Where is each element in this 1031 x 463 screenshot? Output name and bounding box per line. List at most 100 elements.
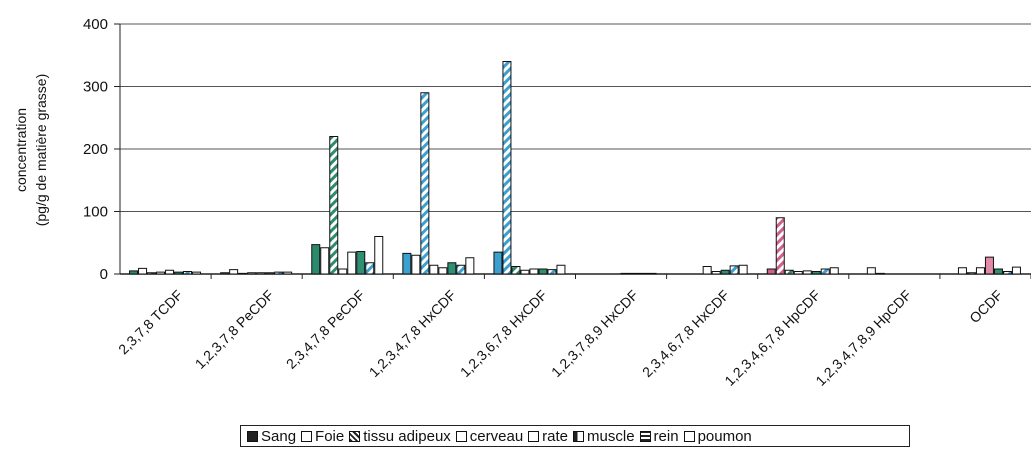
bar-poumon-4 bbox=[465, 257, 475, 275]
bar-poumon-10 bbox=[1011, 266, 1021, 275]
bar-rate-7 bbox=[711, 271, 721, 275]
bar-rate-2 bbox=[256, 272, 266, 275]
bar-cerveau-5 bbox=[520, 269, 530, 275]
y-tick-label: 300 bbox=[83, 79, 108, 96]
bar-tissu-adipeux-9 bbox=[875, 272, 885, 275]
x-tick-label: 1,2,3,4,6,7,8 HpCDF bbox=[721, 287, 823, 389]
bar-muscle-1 bbox=[174, 271, 184, 275]
x-tick-label: OCDF bbox=[966, 287, 1005, 326]
legend-item: cerveau bbox=[455, 427, 524, 445]
bar-poumon-7 bbox=[738, 264, 748, 275]
legend-swatch bbox=[455, 430, 467, 442]
legend-item: Sang bbox=[247, 428, 296, 445]
bar-Sang-1 bbox=[129, 270, 139, 275]
bar-poumon-5 bbox=[556, 264, 566, 275]
bar-rein-10 bbox=[1002, 271, 1012, 275]
bar-Foie-8 bbox=[775, 217, 785, 275]
bar-muscle-5 bbox=[538, 268, 548, 275]
legend-label: tissu adipeux bbox=[363, 427, 451, 445]
legend-label: Foie bbox=[315, 427, 345, 445]
bar-muscle-8 bbox=[811, 271, 821, 275]
bar-rate-5 bbox=[529, 268, 539, 275]
x-tick-label: 1,2,3,4,7,8,9 HpCDF bbox=[812, 287, 914, 389]
legend-item: poumon bbox=[683, 427, 752, 445]
y-tick-label: 100 bbox=[83, 204, 108, 221]
bar-poumon-8 bbox=[829, 267, 839, 275]
bar-rate-1 bbox=[165, 269, 175, 275]
legend-swatch bbox=[683, 430, 695, 442]
bar-rate-4 bbox=[438, 267, 448, 275]
bar-muscle-3 bbox=[356, 251, 366, 275]
legend-item: rate bbox=[528, 428, 568, 445]
bar-cerveau-10 bbox=[975, 267, 985, 275]
y-tick-label: 200 bbox=[83, 141, 108, 158]
legend-label: rein bbox=[653, 427, 679, 445]
bar-Foie-10 bbox=[957, 267, 967, 275]
legend-swatch bbox=[301, 430, 313, 442]
y-axis-label: (pg/g de matière grasse) bbox=[33, 74, 49, 227]
bar-Foie-4 bbox=[411, 254, 421, 275]
bar-rein-4 bbox=[456, 264, 466, 275]
legend-item: rein bbox=[639, 427, 679, 445]
bar-rein-6 bbox=[638, 272, 648, 275]
bar-rein-1 bbox=[183, 271, 193, 275]
gridlines bbox=[120, 23, 1031, 275]
y-tick-label: 0 bbox=[100, 266, 108, 283]
legend-label: muscle bbox=[587, 427, 635, 445]
bar-cerveau-4 bbox=[429, 264, 439, 275]
y-tick-label: 400 bbox=[83, 16, 108, 33]
bar-rate-10 bbox=[984, 256, 994, 275]
bar-cerveau-8 bbox=[793, 271, 803, 275]
legend-label: rate bbox=[542, 427, 569, 445]
axes bbox=[114, 23, 1031, 279]
legend-swatch bbox=[639, 430, 651, 442]
bar-Sang-3 bbox=[311, 244, 321, 275]
bar-Sang-4 bbox=[402, 252, 412, 275]
x-tick-label: 1,2,3,6,7,8 HxCDF bbox=[457, 287, 550, 380]
bar-rate-8 bbox=[802, 270, 812, 275]
bar-muscle-7 bbox=[720, 269, 730, 275]
bar-Foie-3 bbox=[320, 247, 330, 275]
bar-rein-5 bbox=[547, 269, 557, 275]
legend-swatch bbox=[247, 430, 258, 442]
bar-Foie-9 bbox=[866, 267, 876, 275]
bar-muscle-2 bbox=[265, 272, 275, 275]
bar-tissu-adipeux-2 bbox=[238, 272, 248, 275]
bar-Foie-1 bbox=[138, 267, 148, 275]
bar-muscle-4 bbox=[447, 262, 457, 275]
bar-rein-7 bbox=[729, 265, 739, 275]
bar-Sang-8 bbox=[766, 268, 776, 275]
legend-swatch bbox=[528, 430, 540, 442]
bar-poumon-6 bbox=[647, 272, 657, 275]
bar-poumon-3 bbox=[374, 236, 384, 275]
bar-Foie-5 bbox=[502, 61, 512, 275]
bar-tissu-adipeux-1 bbox=[147, 272, 157, 275]
bar-poumon-2 bbox=[283, 271, 293, 275]
bar-tissu-adipeux-10 bbox=[966, 272, 976, 275]
x-tick-label: 1,2,3,7,8 PeCDF bbox=[192, 287, 277, 372]
bar-Foie-2 bbox=[229, 269, 239, 275]
legend-item: muscle bbox=[573, 428, 635, 445]
bar-cerveau-2 bbox=[247, 272, 257, 275]
legend-swatch bbox=[573, 430, 585, 442]
bar-tissu-adipeux-5 bbox=[511, 266, 521, 275]
bar-muscle-10 bbox=[993, 268, 1003, 275]
legend-label: poumon bbox=[697, 427, 752, 445]
y-axis-label: concentration bbox=[13, 108, 29, 192]
bar-muscle-6 bbox=[629, 272, 639, 275]
bar-poumon-1 bbox=[192, 271, 202, 275]
bar-tissu-adipeux-4 bbox=[420, 92, 430, 275]
bar-Sang-2 bbox=[220, 272, 230, 275]
bar-rein-3 bbox=[365, 262, 375, 275]
legend-swatch bbox=[349, 430, 361, 442]
bar-tissu-adipeux-8 bbox=[784, 269, 794, 275]
x-tick-label: 2,3,4,6,7,8 HxCDF bbox=[639, 287, 732, 380]
legend-label: cerveau bbox=[469, 427, 524, 445]
bar-cerveau-3 bbox=[338, 268, 348, 275]
x-tick-label: 1,2,3,4,7,8 HxCDF bbox=[366, 287, 459, 380]
bar-rein-8 bbox=[820, 268, 830, 275]
x-tick-label: 2,3,4,7,8 PeCDF bbox=[283, 287, 368, 372]
bar-rein-2 bbox=[274, 271, 284, 275]
bar-cerveau-1 bbox=[156, 271, 166, 275]
